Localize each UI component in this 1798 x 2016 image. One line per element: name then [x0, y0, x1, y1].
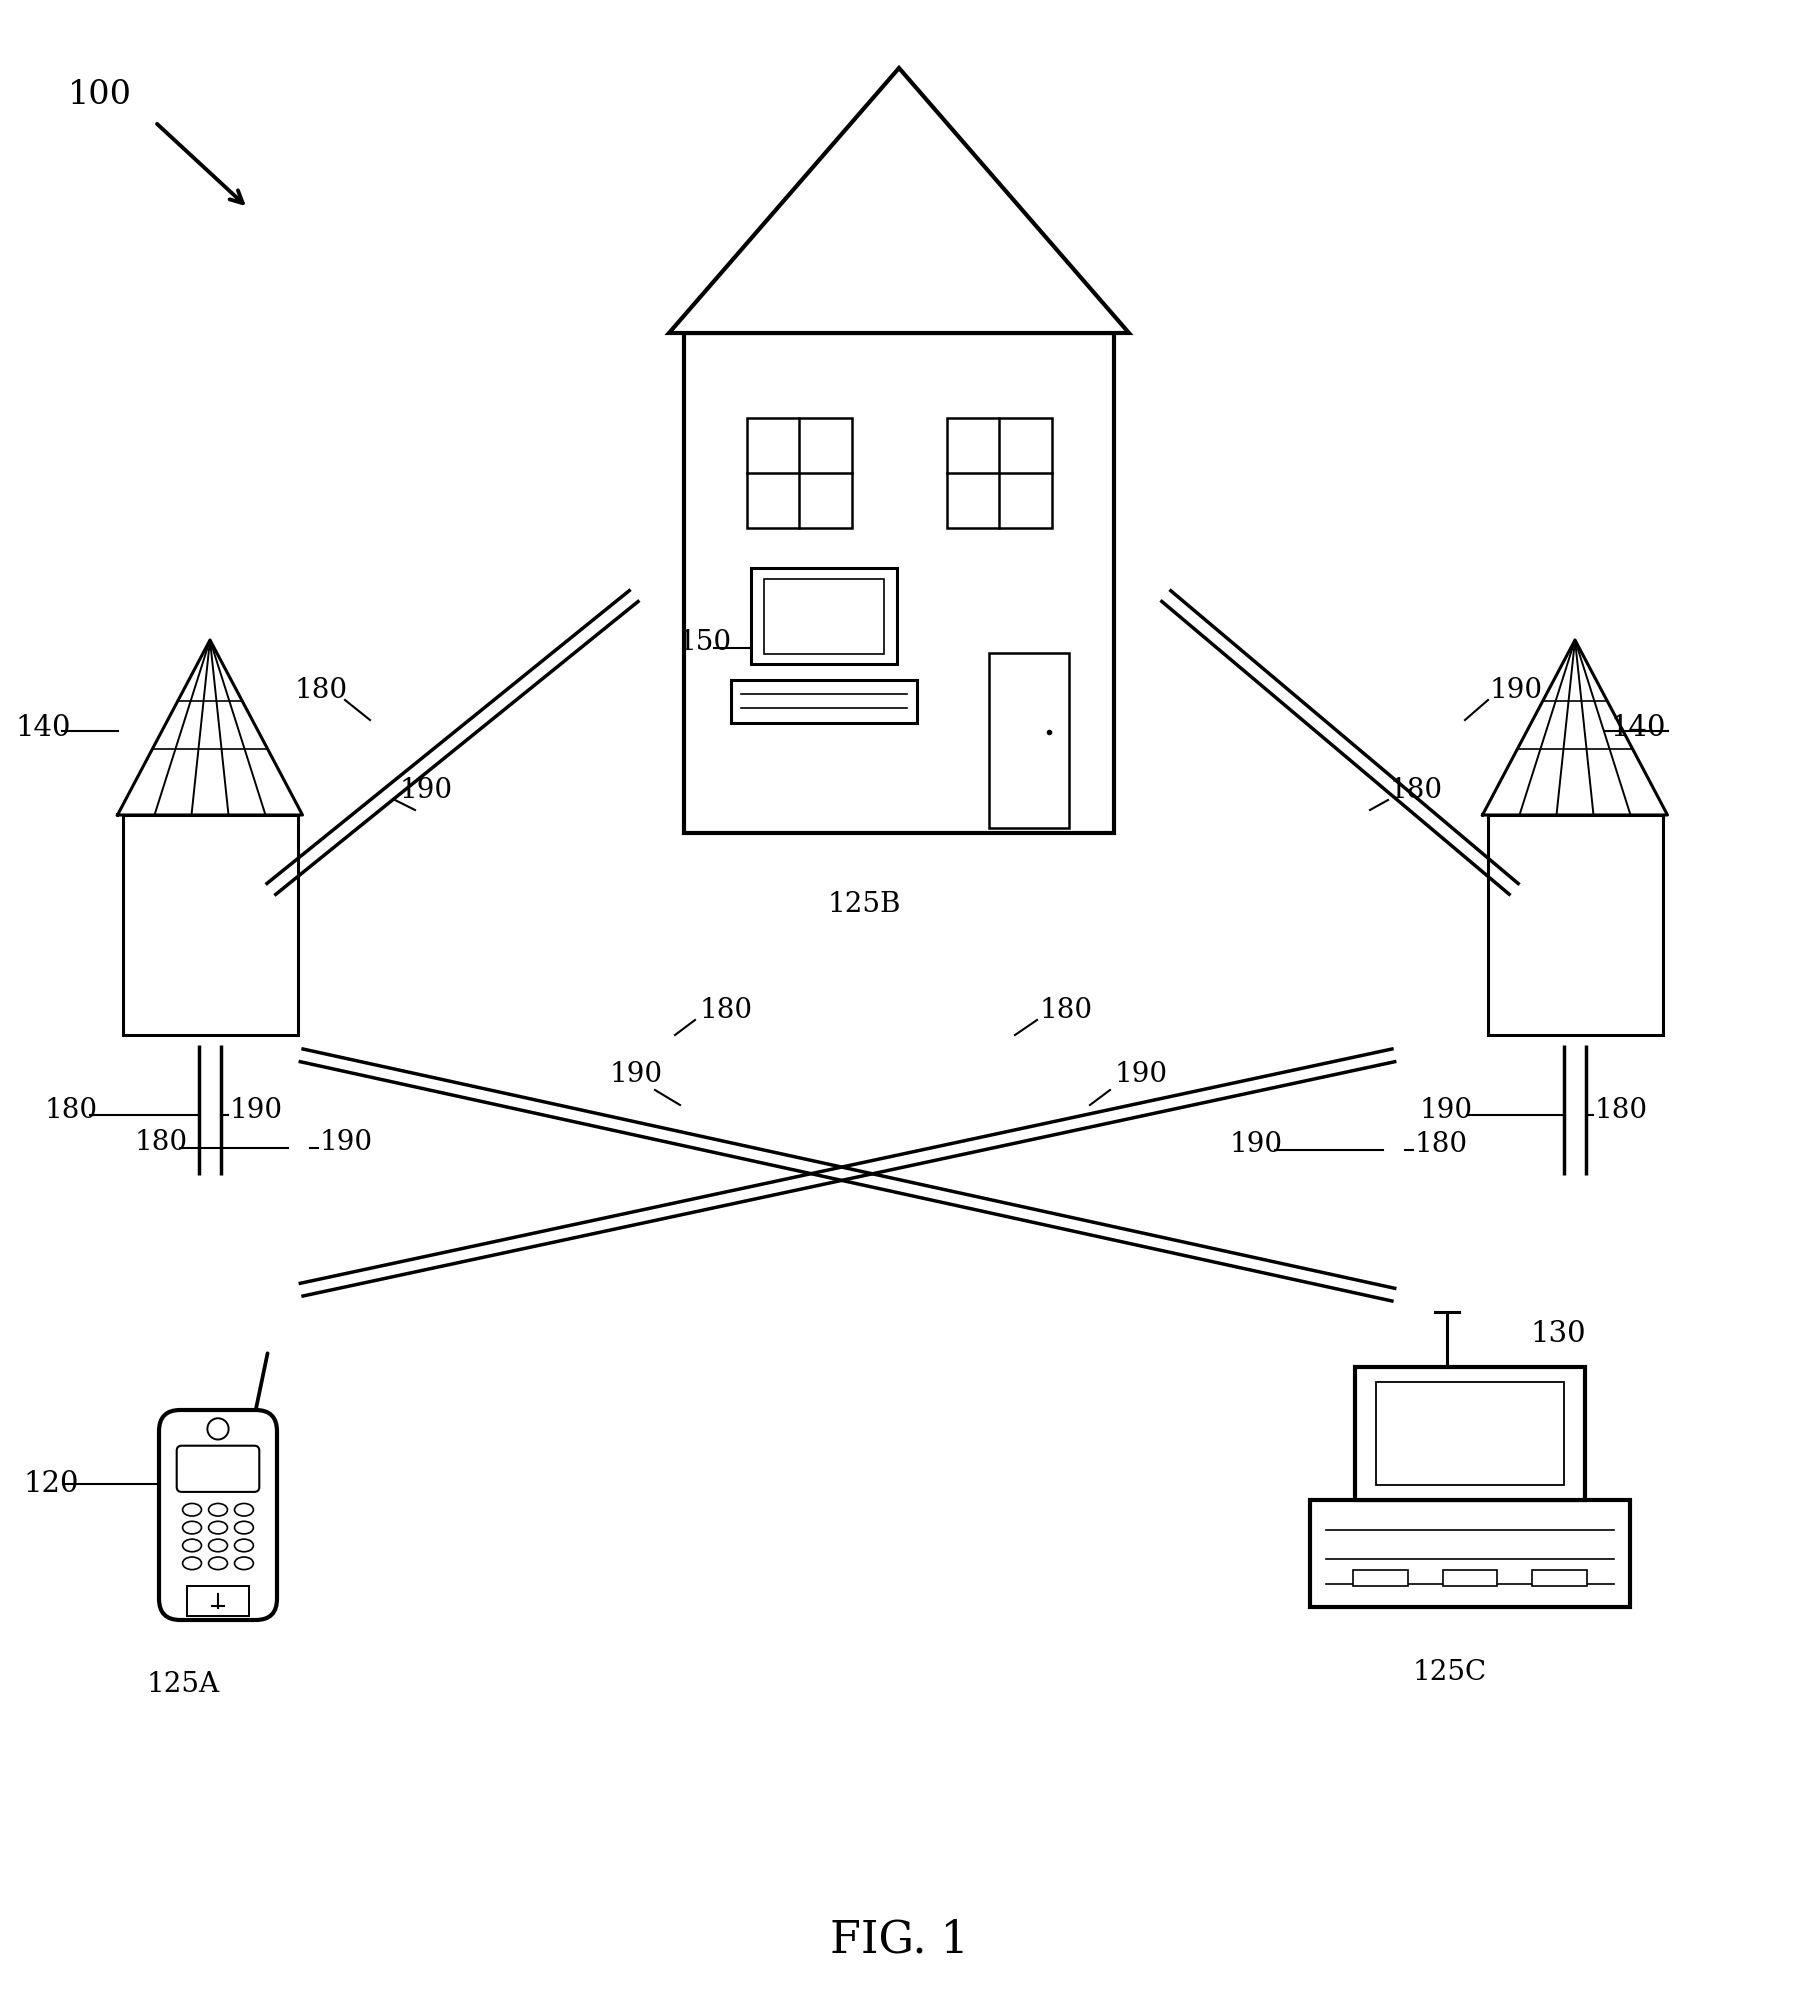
Bar	[1354, 1570, 1408, 1587]
Bar	[1487, 814, 1663, 1034]
Text: 125C: 125C	[1413, 1659, 1487, 1685]
FancyBboxPatch shape	[176, 1445, 259, 1492]
Ellipse shape	[209, 1556, 227, 1570]
Bar	[1356, 1367, 1586, 1500]
Ellipse shape	[234, 1504, 254, 1516]
Text: 125A: 125A	[146, 1671, 219, 1699]
Text: 140: 140	[1609, 714, 1665, 742]
Text: 180: 180	[1415, 1131, 1469, 1159]
Text: FIG. 1: FIG. 1	[829, 1919, 969, 1962]
Text: 180: 180	[699, 996, 753, 1024]
Ellipse shape	[234, 1522, 254, 1534]
Ellipse shape	[209, 1504, 227, 1516]
Bar	[946, 417, 1052, 528]
Text: 180: 180	[1039, 996, 1093, 1024]
Text: 180: 180	[135, 1129, 189, 1155]
Ellipse shape	[209, 1538, 227, 1552]
Text: 180: 180	[1595, 1097, 1649, 1123]
Bar	[1311, 1500, 1631, 1607]
Ellipse shape	[183, 1556, 201, 1570]
Text: 190: 190	[1491, 677, 1543, 704]
Bar	[187, 1587, 248, 1615]
Bar	[752, 569, 897, 663]
Text: 180: 180	[295, 677, 349, 704]
Text: 130: 130	[1530, 1320, 1586, 1349]
Text: 125B: 125B	[827, 891, 901, 919]
Ellipse shape	[183, 1522, 201, 1534]
Bar	[746, 417, 852, 528]
Bar	[1442, 1570, 1498, 1587]
FancyBboxPatch shape	[158, 1409, 277, 1621]
Text: 150: 150	[680, 629, 732, 657]
Ellipse shape	[183, 1538, 201, 1552]
Text: 190: 190	[1230, 1131, 1284, 1159]
Text: 190: 190	[1420, 1097, 1473, 1123]
Bar	[732, 679, 917, 724]
Text: 190: 190	[320, 1129, 374, 1155]
Bar	[122, 814, 297, 1034]
Text: 180: 180	[1390, 776, 1444, 804]
Ellipse shape	[209, 1522, 227, 1534]
Ellipse shape	[234, 1538, 254, 1552]
Ellipse shape	[234, 1556, 254, 1570]
Bar	[764, 579, 885, 653]
Polygon shape	[669, 69, 1129, 333]
Text: 190: 190	[230, 1097, 282, 1123]
Text: 190: 190	[1115, 1062, 1169, 1089]
Bar	[1532, 1570, 1588, 1587]
Bar	[1375, 1383, 1564, 1486]
Text: 140: 140	[14, 714, 70, 742]
Ellipse shape	[183, 1504, 201, 1516]
Text: 180: 180	[45, 1097, 99, 1123]
Text: 190: 190	[610, 1062, 663, 1089]
Text: 190: 190	[399, 776, 453, 804]
Text: 120: 120	[23, 1470, 79, 1498]
Bar	[683, 333, 1115, 833]
Bar	[989, 653, 1070, 829]
Text: 100: 100	[68, 79, 131, 111]
